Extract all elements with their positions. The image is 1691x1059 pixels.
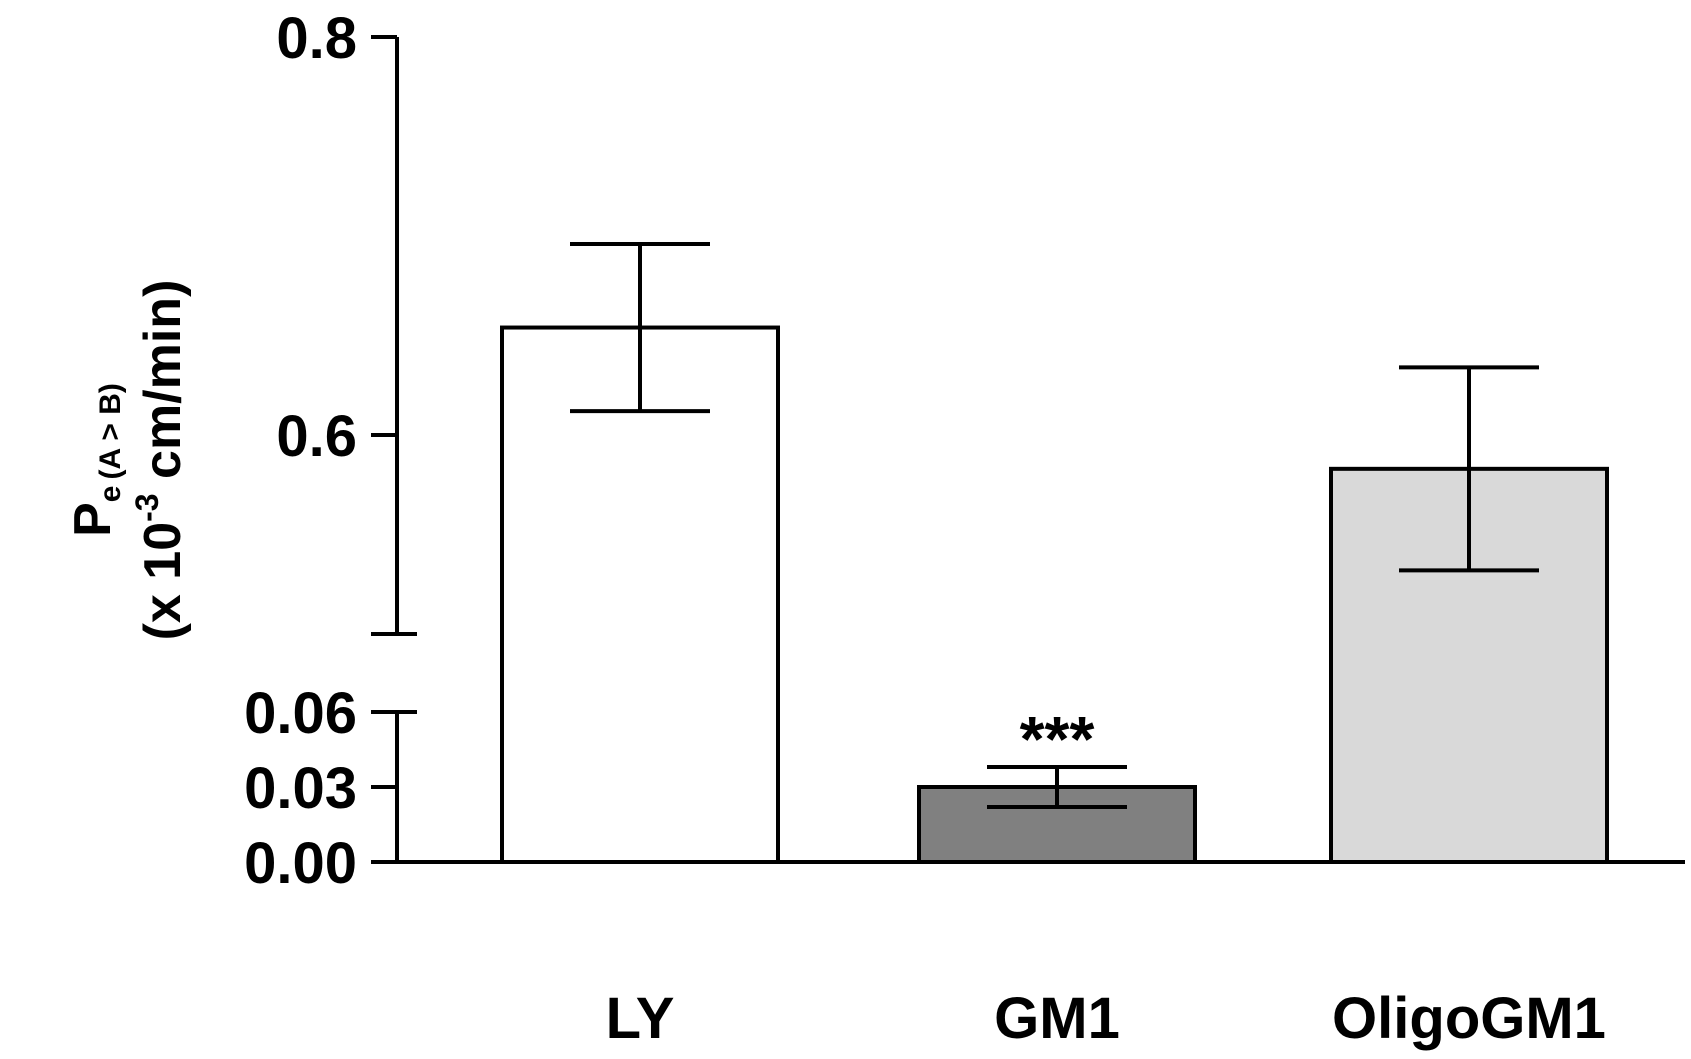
y-tick-label: 0.8 (276, 6, 357, 71)
category-label-gm1: GM1 (994, 986, 1120, 1051)
y-tick-label: 0.6 (276, 404, 357, 469)
bars (500, 241, 1609, 865)
y-tick-label: 0.06 (244, 681, 357, 746)
error-bar-ly (570, 241, 710, 414)
y-tick-label: 0.03 (244, 756, 357, 821)
y-axis-title: Pe (A > B) (x 10-3 cm/min) (64, 280, 192, 641)
category-label-oligogm1: OligoGM1 (1332, 986, 1606, 1051)
category-label-ly: LY (606, 986, 675, 1051)
y-axis-title-suffix: cm/min) (134, 280, 192, 494)
y-tick-labels: 0.00 0.03 0.06 0.6 0.8 (244, 6, 357, 896)
y-axis-title-sub: e (94, 486, 127, 503)
y-tick-label: 0.00 (244, 831, 357, 896)
y-axis-title-line1: Pe (A > B) (64, 383, 127, 537)
x-category-labels: LY GM1 OligoGM1 (606, 986, 1606, 1051)
annotations: *** (1020, 703, 1095, 775)
significance-label: *** (1020, 703, 1095, 775)
y-axis-title-prefix: (x 10 (134, 522, 192, 641)
y-axis-title-sup: -3 (129, 493, 165, 521)
bar-oligogm1 (1329, 466, 1609, 864)
y-axis-title-sub2: (A > B) (94, 383, 127, 479)
bar-gm1 (917, 785, 1197, 864)
y-axis-title-main: P (64, 502, 122, 537)
error-bar-gm1 (987, 765, 1127, 809)
error-bar-oligogm1 (1399, 365, 1539, 573)
y-axis-title-line2: (x 10-3 cm/min) (129, 280, 192, 641)
